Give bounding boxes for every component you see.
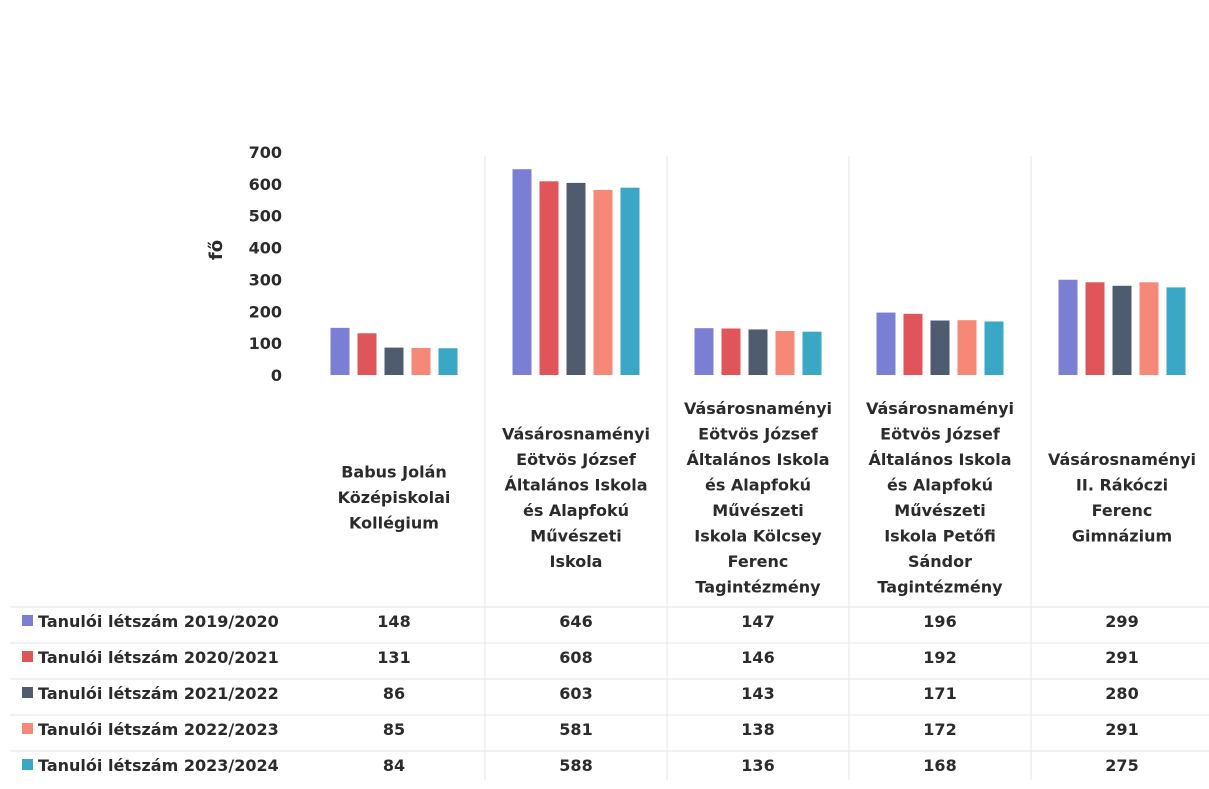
bar — [384, 347, 404, 375]
y-axis: 0 100 200 300 400 500 600 700 — [249, 143, 282, 385]
bar — [438, 348, 458, 375]
bar — [330, 327, 350, 375]
category-label: Babus Jolán Középiskolai Kollégium — [338, 463, 451, 533]
y-tick-label: 400 — [249, 239, 282, 258]
data-table-value: 85 — [383, 720, 405, 739]
data-table-value: 291 — [1105, 648, 1138, 667]
data-table-value: 146 — [741, 648, 774, 667]
bar — [721, 328, 741, 375]
data-table-value: 299 — [1105, 612, 1138, 631]
data-table-value: 291 — [1105, 720, 1138, 739]
data-table: Tanulói létszám 2019/2020 148 646 147 196 299… — [10, 606, 1209, 775]
bar — [512, 169, 532, 375]
bar — [620, 187, 640, 375]
legend-swatch — [22, 759, 33, 770]
data-table-value: 196 — [923, 612, 956, 631]
legend-swatch — [22, 651, 33, 662]
data-table-value: 172 — [923, 720, 956, 739]
data-table-value: 131 — [377, 648, 410, 667]
legend-entry: Tanulói létszám 2019/2020 — [38, 612, 279, 631]
category-label: Vásárosnaményi II. Rákóczi Ferenc Gimnázium — [1048, 450, 1196, 546]
data-table-value: 147 — [741, 612, 774, 631]
bar — [876, 312, 896, 375]
data-table-value: 588 — [559, 756, 592, 775]
bar — [1139, 282, 1159, 375]
legend-entry: Tanulói létszám 2023/2024 — [38, 756, 279, 775]
bar — [1058, 279, 1078, 375]
y-tick-label: 300 — [249, 270, 282, 289]
data-table-value: 581 — [559, 720, 592, 739]
category-label: Vásárosnaményi Eötvös József Általános Isk… — [684, 399, 832, 597]
bar — [566, 182, 586, 375]
data-table-value: 84 — [383, 756, 405, 775]
data-table-value: 280 — [1105, 684, 1138, 703]
y-tick-label: 100 — [249, 334, 282, 353]
bar — [1166, 287, 1186, 375]
data-table-value: 148 — [377, 612, 410, 631]
data-table-value: 136 — [741, 756, 774, 775]
bar — [411, 347, 431, 375]
y-tick-label: 600 — [249, 175, 282, 194]
bar — [1112, 285, 1132, 375]
category-labels: Babus Jolán Középiskolai Kollégium Vásárosn… — [338, 399, 1196, 597]
bar — [539, 181, 559, 375]
legend-swatch — [22, 615, 33, 626]
bar — [357, 333, 377, 375]
data-table-value: 86 — [383, 684, 405, 703]
data-table-value: 275 — [1105, 756, 1138, 775]
data-table-value: 603 — [559, 684, 592, 703]
grid-layer — [484, 156, 1032, 780]
bars-layer — [330, 169, 1186, 375]
bar — [903, 313, 923, 375]
bar — [957, 320, 977, 375]
bar — [802, 331, 822, 375]
data-table-value: 168 — [923, 756, 956, 775]
data-table-value: 608 — [559, 648, 592, 667]
legend-swatch — [22, 723, 33, 734]
y-tick-label: 700 — [249, 143, 282, 162]
data-table-value: 646 — [559, 612, 592, 631]
legend-swatch — [22, 687, 33, 698]
data-table-value: 143 — [741, 684, 774, 703]
y-tick-label: 500 — [249, 207, 282, 226]
data-table-value: 192 — [923, 648, 956, 667]
bar — [694, 328, 714, 375]
legend-entry: Tanulói létszám 2022/2023 — [38, 720, 279, 739]
data-table-value: 138 — [741, 720, 774, 739]
y-axis-label: fő — [206, 240, 227, 260]
category-label: Vásárosnaményi Eötvös József Általános Isk… — [502, 424, 650, 571]
bar — [748, 329, 768, 375]
legend-entry: Tanulói létszám 2021/2022 — [38, 684, 279, 703]
category-label: Vásárosnaményi Eötvös József Általános Isk… — [866, 399, 1014, 597]
bar — [984, 321, 1004, 375]
bar — [775, 331, 795, 375]
y-tick-label: 0 — [271, 366, 282, 385]
data-table-value: 171 — [923, 684, 956, 703]
legend-entry: Tanulói létszám 2020/2021 — [38, 648, 279, 667]
y-tick-label: 200 — [249, 302, 282, 321]
bar — [593, 189, 613, 375]
bar — [1085, 282, 1105, 375]
bar — [930, 320, 950, 375]
